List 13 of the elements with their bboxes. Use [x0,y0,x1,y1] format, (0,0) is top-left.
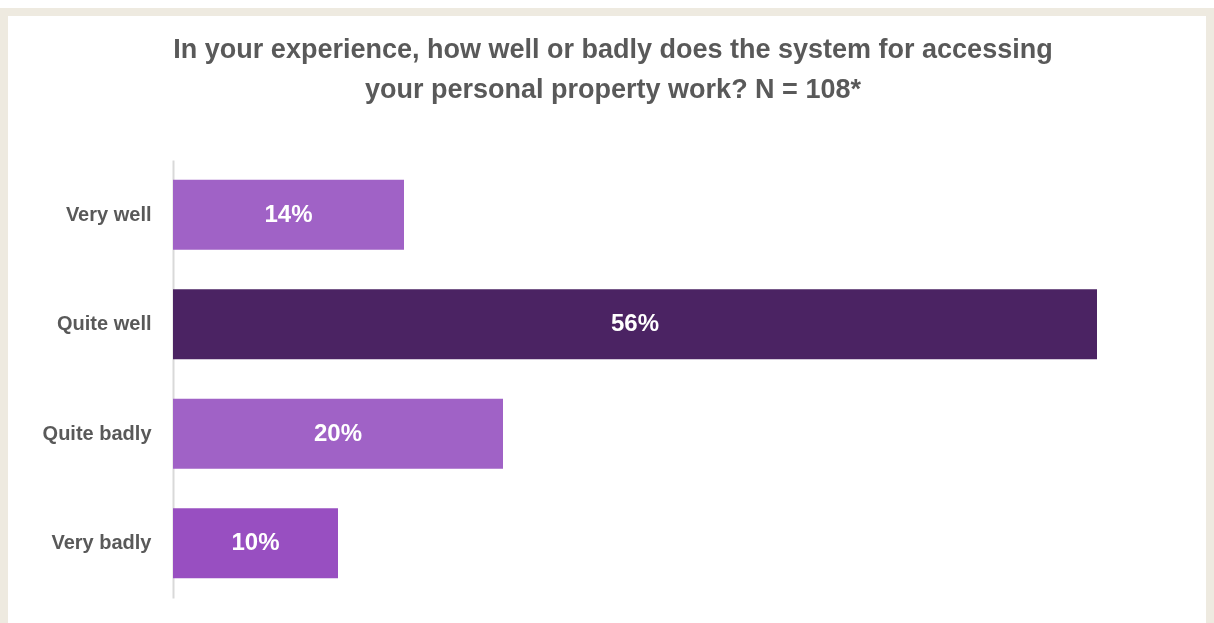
bar [173,179,404,250]
bar [173,398,503,469]
bar [173,508,338,579]
y-tick-label: Quite badly [42,421,153,444]
data-label: 20% [313,418,363,446]
data-label: 56% [610,309,660,337]
data-label: 14% [264,199,313,227]
y-tick-label: Very badly [51,531,153,554]
chart-title: In your experience, how well or badly does the system for accessing your personal property work? N = 108* [173,34,1053,104]
y-tick-label: Quite well [57,312,152,335]
data-label: 10% [231,528,280,556]
bar [173,289,1097,360]
y-tick-label: Very well [65,202,152,225]
